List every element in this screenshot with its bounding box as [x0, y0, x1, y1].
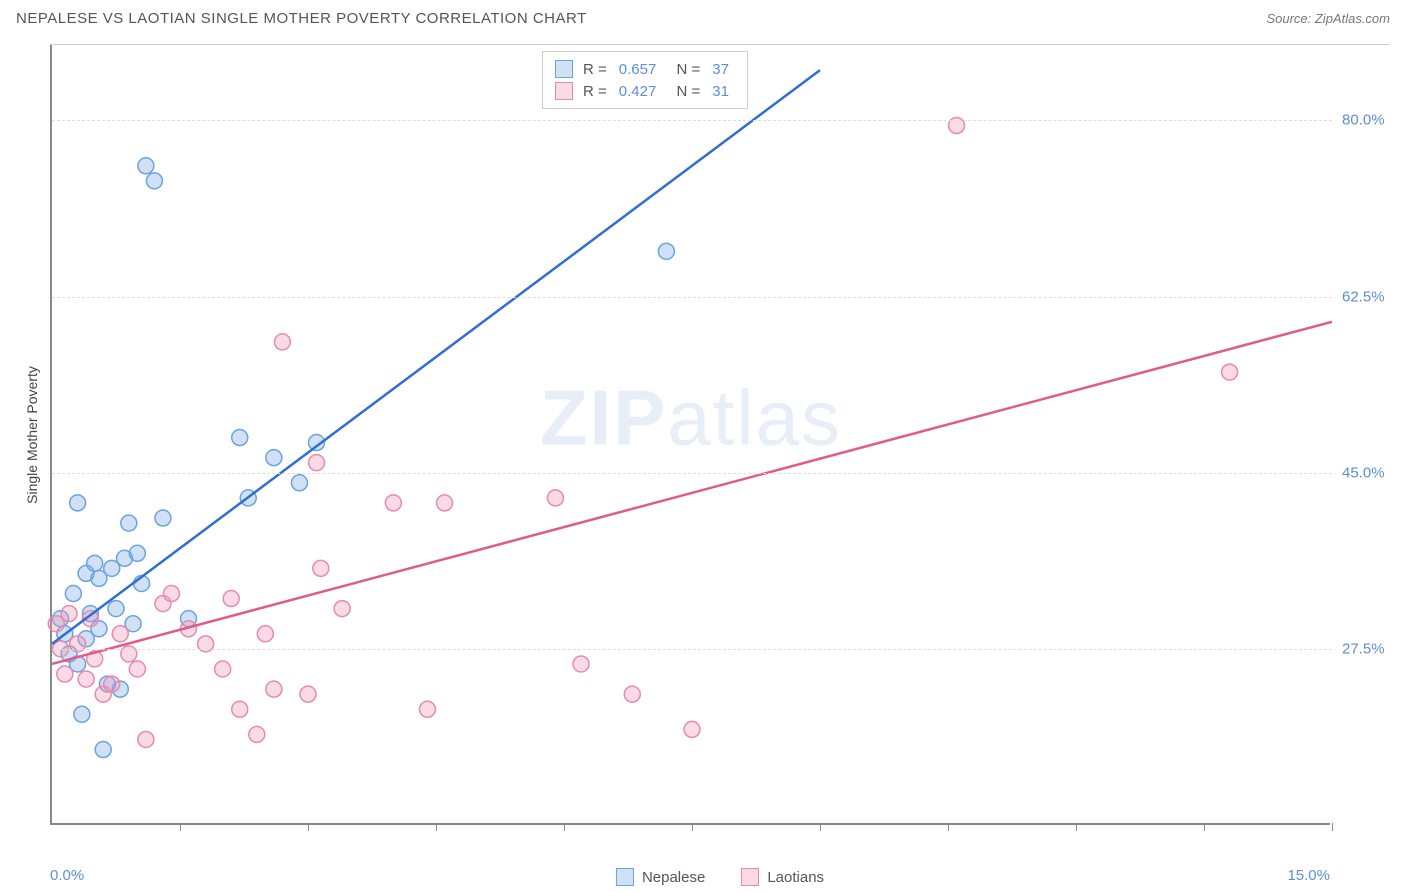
y-tick-label: 27.5%: [1342, 640, 1385, 657]
x-tick: [1076, 823, 1077, 831]
data-point: [274, 334, 290, 350]
legend-r-label: R =: [583, 61, 607, 78]
data-point: [684, 721, 700, 737]
legend-swatch: [616, 868, 634, 886]
chart-header: NEPALESE VS LAOTIAN SINGLE MOTHER POVERT…: [0, 0, 1406, 35]
legend-n-value: 37: [712, 61, 729, 78]
series-legend-label: Nepalese: [642, 869, 705, 886]
series-legend-item: Laotians: [741, 868, 824, 886]
data-point: [57, 666, 73, 682]
legend-n-label: N =: [672, 61, 700, 78]
data-point: [65, 586, 81, 602]
x-tick: [436, 823, 437, 831]
data-point: [658, 243, 674, 259]
data-point: [129, 661, 145, 677]
plot-area: Single Mother Poverty ZIPatlas R =0.657 …: [50, 45, 1330, 825]
data-point: [155, 510, 171, 526]
data-point: [163, 586, 179, 602]
data-point: [419, 701, 435, 717]
data-point: [385, 495, 401, 511]
data-point: [266, 681, 282, 697]
legend-n-value: 31: [712, 83, 729, 100]
data-point: [70, 495, 86, 511]
data-point: [95, 742, 111, 758]
data-point: [61, 606, 77, 622]
data-point: [313, 560, 329, 576]
y-axis-title: Single Mother Poverty: [24, 366, 40, 504]
scatter-plot-svg: [52, 45, 1332, 825]
legend-r-value: 0.427: [619, 83, 657, 100]
x-tick: [308, 823, 309, 831]
data-point: [266, 450, 282, 466]
data-point: [291, 475, 307, 491]
y-tick-label: 62.5%: [1342, 288, 1385, 305]
x-tick: [564, 823, 565, 831]
series-legend-item: Nepalese: [616, 868, 705, 886]
data-point: [215, 661, 231, 677]
gridline-h: [52, 297, 1332, 298]
data-point: [108, 601, 124, 617]
x-tick: [948, 823, 949, 831]
chart-title: NEPALESE VS LAOTIAN SINGLE MOTHER POVERT…: [16, 10, 587, 27]
x-axis-min-label: 0.0%: [50, 867, 84, 884]
data-point: [138, 158, 154, 174]
correlation-legend: R = 0.657 N = 37 R = 0.427 N = 31: [542, 51, 748, 109]
legend-r-value: 0.657: [619, 61, 657, 78]
source-attribution: Source: ZipAtlas.com: [1266, 11, 1390, 26]
data-point: [547, 490, 563, 506]
y-tick-label: 80.0%: [1342, 112, 1385, 129]
legend-swatch: [555, 82, 573, 100]
series-legend: Nepalese Laotians: [616, 868, 824, 886]
series-legend-label: Laotians: [767, 869, 824, 886]
data-point: [112, 626, 128, 642]
data-point: [121, 515, 137, 531]
x-tick: [820, 823, 821, 831]
x-tick: [1204, 823, 1205, 831]
x-tick: [180, 823, 181, 831]
gridline-h: [52, 473, 1332, 474]
y-tick-label: 45.0%: [1342, 464, 1385, 481]
data-point: [624, 686, 640, 702]
data-point: [104, 676, 120, 692]
gridline-h: [52, 649, 1332, 650]
x-tick: [1332, 823, 1333, 831]
data-point: [78, 671, 94, 687]
legend-swatch: [741, 868, 759, 886]
correlation-legend-row: R = 0.657 N = 37: [555, 58, 735, 80]
data-point: [129, 545, 145, 561]
gridline-h: [52, 120, 1332, 121]
data-point: [87, 555, 103, 571]
data-point: [249, 726, 265, 742]
data-point: [334, 601, 350, 617]
data-point: [223, 591, 239, 607]
data-point: [257, 626, 273, 642]
data-point: [232, 430, 248, 446]
x-axis-max-label: 15.0%: [1287, 867, 1330, 884]
legend-n-label: N =: [672, 83, 700, 100]
data-point: [138, 731, 154, 747]
data-point: [300, 686, 316, 702]
data-point: [437, 495, 453, 511]
data-point: [146, 173, 162, 189]
data-point: [573, 656, 589, 672]
chart-container: Single Mother Poverty ZIPatlas R =0.657 …: [50, 44, 1390, 844]
trend-line: [52, 70, 820, 644]
correlation-legend-row: R = 0.427 N = 31: [555, 80, 735, 102]
legend-swatch: [555, 60, 573, 78]
data-point: [232, 701, 248, 717]
legend-r-label: R =: [583, 83, 607, 100]
x-tick: [692, 823, 693, 831]
data-point: [309, 455, 325, 471]
data-point: [74, 706, 90, 722]
data-point: [1222, 364, 1238, 380]
